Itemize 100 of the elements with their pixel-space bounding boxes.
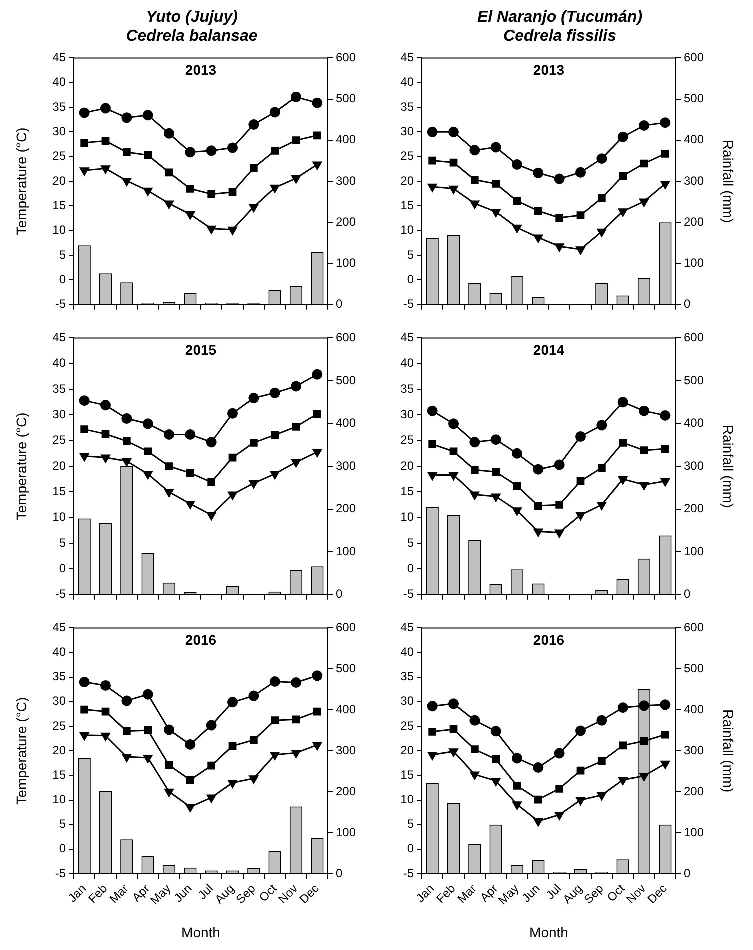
y2-tick-label: 200 <box>336 784 356 798</box>
y-tick-label: 45 <box>400 50 414 65</box>
y-axis-title: Temperature (°C) <box>13 697 30 805</box>
y2-tick-label: 600 <box>684 330 704 345</box>
y2-tick-label: 100 <box>336 544 356 558</box>
y-tick-label: 10 <box>400 223 414 238</box>
y-tick-label: 5 <box>59 248 66 262</box>
y2-tick-label: 200 <box>336 502 356 516</box>
y2-tick-label: 0 <box>684 866 691 880</box>
y-tick-label: 25 <box>400 149 414 164</box>
y-tick-label: 30 <box>52 124 66 138</box>
y2-tick-label: 400 <box>684 132 704 147</box>
y-tick-label: 40 <box>400 356 414 370</box>
y2-tick-label: 500 <box>336 661 356 676</box>
y2-tick-label: 600 <box>684 50 704 65</box>
y-tick-label: -5 <box>403 866 414 880</box>
y2-tick-label: 0 <box>684 297 691 312</box>
x-axis-title: Month <box>530 924 568 940</box>
y2-tick-label: 500 <box>684 661 704 676</box>
y-tick-label: 5 <box>407 536 414 550</box>
y2-tick-label: 300 <box>336 743 356 758</box>
y2-tick-label: 200 <box>684 214 704 229</box>
y-tick-label: 35 <box>400 100 414 114</box>
y-tick-label: 40 <box>400 75 414 90</box>
y-tick-label: 20 <box>52 174 66 188</box>
y-tick-label: 5 <box>407 248 414 262</box>
y-tick-label: 15 <box>52 198 66 212</box>
y2-tick-label: 400 <box>336 132 356 147</box>
y-tick-label: 45 <box>52 620 66 635</box>
x-tick-label: May <box>148 882 174 908</box>
y-tick-label: 20 <box>400 743 414 758</box>
y2-axis-title: Rainfall (mm) <box>720 709 737 793</box>
y-tick-label: 10 <box>400 510 414 524</box>
y-tick-label: 0 <box>59 842 66 856</box>
y-tick-label: 5 <box>59 536 66 550</box>
y-tick-label: 30 <box>52 694 66 708</box>
y2-tick-label: 500 <box>336 92 356 106</box>
x-axis-title: Month <box>182 924 220 940</box>
y-tick-label: 5 <box>59 817 66 832</box>
y-tick-label: 25 <box>52 433 66 448</box>
y2-tick-label: 600 <box>336 330 356 345</box>
y-tick-label: 30 <box>400 124 414 138</box>
y-tick-label: 35 <box>400 382 414 396</box>
y-tick-label: 20 <box>400 458 414 473</box>
y-tick-label: 20 <box>52 743 66 758</box>
y-tick-label: 30 <box>400 694 414 708</box>
y2-tick-label: 0 <box>336 587 343 602</box>
y-tick-label: 0 <box>407 561 414 576</box>
y-tick-label: -5 <box>55 297 66 312</box>
y2-tick-label: 0 <box>684 587 691 602</box>
y-tick-label: 45 <box>400 620 414 635</box>
y2-tick-label: 500 <box>336 373 356 388</box>
y-tick-label: -5 <box>403 587 414 602</box>
y-tick-label: 45 <box>400 330 414 345</box>
y2-tick-label: 600 <box>684 620 704 635</box>
y2-axis-title: Rainfall (mm) <box>720 424 737 508</box>
y2-tick-label: 300 <box>684 458 704 473</box>
y-tick-label: 35 <box>52 100 66 114</box>
y-tick-label: 25 <box>52 149 66 164</box>
y2-tick-label: 100 <box>684 256 704 270</box>
y2-tick-label: 200 <box>336 214 356 229</box>
chart-title: 2014 <box>533 342 565 358</box>
y-tick-label: 0 <box>407 272 414 286</box>
y-tick-label: -5 <box>55 866 66 880</box>
y2-tick-label: 100 <box>336 256 356 270</box>
y-tick-label: 0 <box>407 842 414 856</box>
y-tick-label: 45 <box>52 50 66 65</box>
y2-tick-label: 600 <box>336 620 356 635</box>
y2-tick-label: 500 <box>684 373 704 388</box>
y-tick-label: 10 <box>400 792 414 807</box>
y-tick-label: 10 <box>52 223 66 238</box>
y-tick-label: 15 <box>400 484 414 498</box>
y-tick-label: 15 <box>400 768 414 782</box>
y2-axis-title: Rainfall (mm) <box>720 140 737 224</box>
y2-tick-label: 300 <box>336 174 356 188</box>
y2-tick-label: 300 <box>336 458 356 473</box>
chart-title: 2016 <box>185 632 217 648</box>
y-tick-label: 40 <box>52 356 66 370</box>
y-tick-label: -5 <box>403 297 414 312</box>
y-tick-label: 25 <box>400 433 414 448</box>
y-tick-label: 45 <box>52 330 66 345</box>
y2-tick-label: 100 <box>684 544 704 558</box>
y-tick-label: 40 <box>52 645 66 660</box>
y-axis-title: Temperature (°C) <box>13 128 30 236</box>
y-tick-label: 40 <box>52 75 66 90</box>
y-tick-label: 15 <box>52 768 66 782</box>
y2-tick-label: 400 <box>684 702 704 716</box>
y2-tick-label: 400 <box>336 702 356 716</box>
y2-tick-label: 600 <box>336 50 356 65</box>
y-tick-label: 0 <box>59 272 66 286</box>
y2-tick-label: 200 <box>684 502 704 516</box>
y2-tick-label: 400 <box>684 416 704 430</box>
y-tick-label: 15 <box>400 198 414 212</box>
x-tick-label: May <box>496 882 522 908</box>
y-tick-label: 35 <box>52 382 66 396</box>
chart-title: 2016 <box>533 632 565 648</box>
x-tick-label: Jun <box>171 882 195 906</box>
y2-tick-label: 100 <box>684 825 704 840</box>
y2-tick-label: 0 <box>336 866 343 880</box>
y-tick-label: -5 <box>55 587 66 602</box>
